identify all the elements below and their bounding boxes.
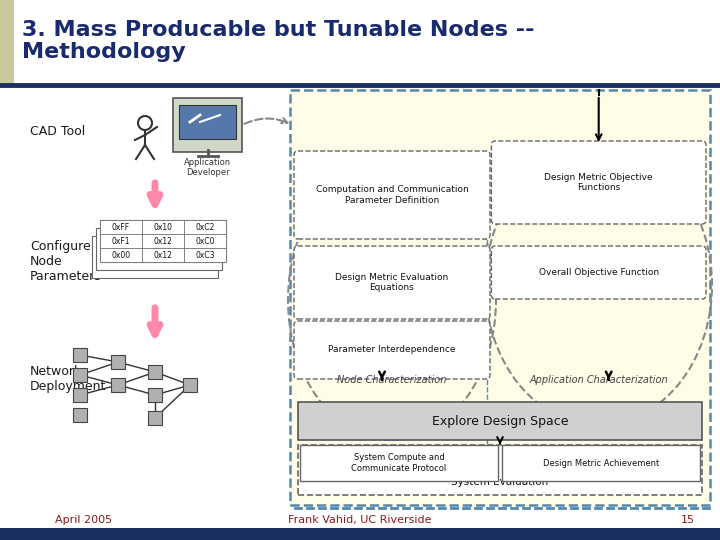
FancyBboxPatch shape bbox=[300, 445, 498, 481]
Text: Parameter Interdependence: Parameter Interdependence bbox=[328, 346, 456, 354]
Bar bbox=[73, 388, 87, 402]
Text: Computation and Communication
Parameter Definition: Computation and Communication Parameter … bbox=[315, 185, 469, 205]
Text: 3. Mass Producable but Tunable Nodes --: 3. Mass Producable but Tunable Nodes -- bbox=[22, 20, 534, 40]
Text: CAD Tool: CAD Tool bbox=[30, 125, 85, 138]
Text: Explore Design Space: Explore Design Space bbox=[432, 415, 568, 428]
Bar bbox=[148, 411, 162, 425]
Text: System Compute and
Communicate Protocol: System Compute and Communicate Protocol bbox=[351, 453, 446, 472]
Bar bbox=[142, 220, 184, 234]
Text: 0xF1: 0xF1 bbox=[112, 237, 130, 246]
Bar bbox=[0, 0, 14, 85]
Text: Design Metric Evaluation
Equations: Design Metric Evaluation Equations bbox=[336, 273, 449, 292]
FancyBboxPatch shape bbox=[179, 105, 236, 139]
Bar bbox=[142, 248, 184, 262]
Bar bbox=[111, 355, 125, 369]
FancyBboxPatch shape bbox=[173, 98, 242, 152]
Bar bbox=[184, 234, 226, 248]
Text: Overall Objective Function: Overall Objective Function bbox=[539, 268, 659, 277]
Text: 0x10: 0x10 bbox=[153, 222, 173, 232]
Text: 0xC3: 0xC3 bbox=[195, 251, 215, 260]
Bar bbox=[73, 348, 87, 362]
Bar bbox=[100, 248, 142, 262]
FancyBboxPatch shape bbox=[491, 246, 706, 299]
Bar bbox=[111, 378, 125, 392]
Text: Configure
Node
Parameters: Configure Node Parameters bbox=[30, 240, 102, 283]
Text: Frank Vahid, UC Riverside: Frank Vahid, UC Riverside bbox=[288, 515, 432, 525]
Text: 15: 15 bbox=[681, 515, 695, 525]
Bar bbox=[92, 236, 218, 278]
FancyBboxPatch shape bbox=[294, 151, 490, 239]
Text: Application
Developer: Application Developer bbox=[184, 158, 231, 178]
Bar bbox=[148, 365, 162, 379]
FancyBboxPatch shape bbox=[290, 90, 710, 505]
FancyBboxPatch shape bbox=[491, 141, 706, 224]
Text: April 2005: April 2005 bbox=[55, 515, 112, 525]
Text: Methodology: Methodology bbox=[22, 42, 186, 62]
Bar bbox=[73, 368, 87, 382]
Bar bbox=[96, 228, 222, 270]
Text: 0x12: 0x12 bbox=[153, 251, 172, 260]
Bar bbox=[73, 408, 87, 422]
Text: System Evaluation: System Evaluation bbox=[451, 477, 549, 487]
Bar bbox=[100, 220, 142, 234]
Text: 0xC2: 0xC2 bbox=[195, 222, 215, 232]
FancyBboxPatch shape bbox=[298, 402, 702, 440]
Text: Design Metric Objective
Functions: Design Metric Objective Functions bbox=[544, 173, 653, 192]
Bar bbox=[184, 220, 226, 234]
FancyBboxPatch shape bbox=[298, 445, 702, 495]
Text: Application Characterization: Application Characterization bbox=[529, 375, 668, 385]
Bar bbox=[148, 388, 162, 402]
Text: 0xFF: 0xFF bbox=[112, 222, 130, 232]
Bar bbox=[184, 248, 226, 262]
Bar bbox=[100, 220, 226, 262]
Bar bbox=[183, 378, 197, 392]
Text: Node Characterization: Node Characterization bbox=[337, 375, 446, 385]
Text: Design Metric Achievement: Design Metric Achievement bbox=[543, 458, 659, 468]
Bar bbox=[0, 528, 720, 540]
Text: 0x00: 0x00 bbox=[112, 251, 130, 260]
Bar bbox=[100, 234, 142, 248]
Text: 0x12: 0x12 bbox=[153, 237, 172, 246]
FancyBboxPatch shape bbox=[502, 445, 700, 481]
Bar bbox=[142, 234, 184, 248]
Text: Network
Deployment: Network Deployment bbox=[30, 365, 107, 393]
FancyBboxPatch shape bbox=[294, 321, 490, 379]
Text: 0xC0: 0xC0 bbox=[195, 237, 215, 246]
FancyBboxPatch shape bbox=[294, 246, 490, 319]
